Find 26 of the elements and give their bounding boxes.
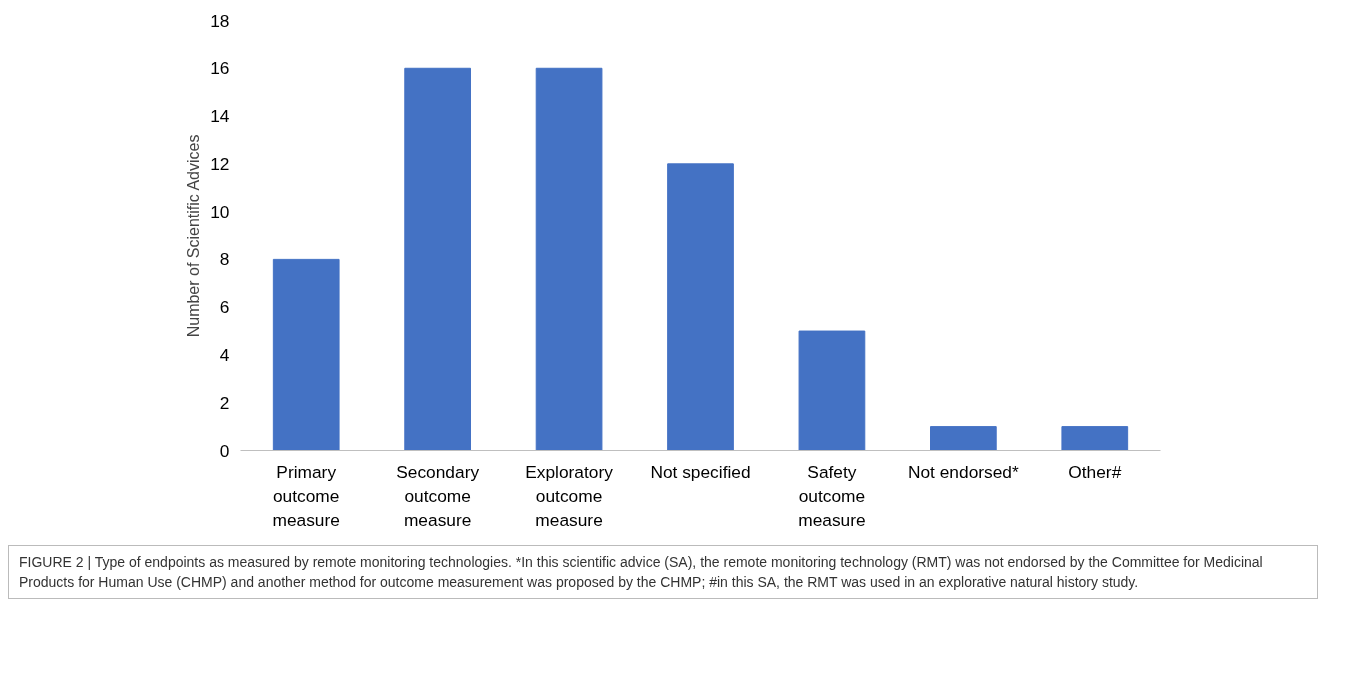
y-tick-label: 12: [210, 153, 230, 174]
x-tick-label: Other#: [1068, 461, 1122, 482]
y-axis-title: Number of Scientific Advices: [185, 134, 203, 338]
bar: [930, 426, 997, 451]
x-tick-label: Secondary outcome measure: [396, 461, 480, 530]
bar: [272, 258, 340, 451]
x-tick-label: Not specified: [650, 461, 751, 482]
bar: [1061, 426, 1129, 451]
bar: [798, 330, 866, 451]
y-tick-label: 16: [210, 58, 230, 79]
bar: [404, 67, 471, 451]
y-tick-label: 18: [210, 10, 230, 31]
y-tick-label: 0: [219, 440, 230, 461]
bar: [667, 163, 734, 451]
x-tick-label: Not endorsed*: [907, 461, 1019, 482]
x-tick-label: Primary outcome measure: [272, 461, 340, 530]
y-tick-label: 14: [210, 106, 230, 127]
y-tick-label: 8: [219, 249, 230, 270]
x-tick-label: Exploratory outcome measure: [525, 461, 614, 530]
y-tick-label: 2: [219, 392, 230, 413]
x-tick-label: Safety outcome measure: [798, 461, 866, 530]
y-tick-label: 6: [219, 297, 230, 318]
y-tick-label: 10: [210, 201, 230, 222]
y-tick-label: 4: [219, 344, 230, 365]
caption: FIGURE 2 | Type of endpoints as measured by remote monitoring technologies. *In this scientific advice (SA), the remote monitoring technology (RMT) was not endorsed by the Committee for Medicinal Products for Human Use (CHMP) and another method for outcome measurement was proposed by the CHMP; #in this SA, the RMT was used in an explorative natural history study.: [19, 553, 1264, 592]
bar: [535, 67, 603, 451]
